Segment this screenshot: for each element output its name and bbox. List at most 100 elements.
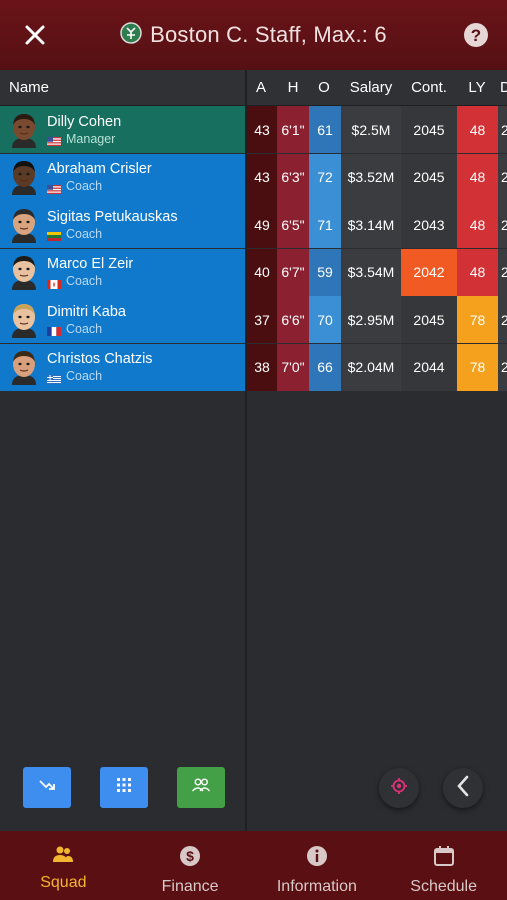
salary-cell: $2.95M xyxy=(341,296,401,343)
stats-row: 43 6'3" 72 $3.52M 2045 48 2 xyxy=(247,153,507,201)
header-title-group: Boston C. Staff, Max.: 6 xyxy=(120,21,387,49)
staff-info: Marco El Zeir Coach xyxy=(47,255,133,289)
age-cell: 43 xyxy=(247,153,277,201)
d-cell: 2 xyxy=(498,106,507,153)
column-d[interactable]: D xyxy=(500,79,507,96)
overall-cell: 66 xyxy=(309,343,341,391)
trend-button[interactable] xyxy=(23,767,71,808)
last-year-cell: 48 xyxy=(457,201,498,248)
staff-name: Sigitas Petukauskas xyxy=(47,208,178,225)
flag-us-icon xyxy=(47,134,61,146)
tab-finance[interactable]: $ Finance xyxy=(127,831,254,900)
contract-cell: 2044 xyxy=(401,343,457,391)
group-icon xyxy=(191,778,211,797)
overall-cell: 61 xyxy=(309,106,341,153)
bottom-tab-bar: Squad $ Finance Information Schedule xyxy=(0,831,507,900)
staff-info: Christos Chatzis Coach xyxy=(47,350,153,384)
last-year-cell: 48 xyxy=(457,248,498,296)
salary-cell: $3.14M xyxy=(341,201,401,248)
salary-cell: $3.54M xyxy=(341,248,401,296)
staff-row[interactable]: Sigitas Petukauskas Coach xyxy=(0,201,245,248)
avatar xyxy=(9,207,39,243)
column-last-year[interactable]: LY xyxy=(468,79,486,96)
height-cell: 6'1" xyxy=(277,106,309,153)
height-cell: 7'0" xyxy=(277,343,309,391)
height-cell: 6'6" xyxy=(277,296,309,343)
role-label: Coach xyxy=(66,226,103,241)
last-year-cell: 48 xyxy=(457,153,498,201)
stats-row: 38 7'0" 66 $2.04M 2044 78 2 xyxy=(247,343,507,391)
staff-name: Marco El Zeir xyxy=(47,256,134,272)
locate-button[interactable] xyxy=(379,768,419,808)
overall-cell: 59 xyxy=(309,248,341,296)
grid-icon xyxy=(117,778,131,797)
tab-label: Squad xyxy=(40,874,87,891)
staff-row[interactable]: Dimitri Kaba Coach xyxy=(0,296,245,343)
staff-info: Abraham Crisler Coach xyxy=(47,160,152,194)
column-age[interactable]: A xyxy=(255,79,266,96)
column-height[interactable]: H xyxy=(287,79,299,96)
column-contract[interactable]: Cont. xyxy=(411,79,447,96)
tab-squad[interactable]: Squad xyxy=(0,831,127,900)
flag-us-icon xyxy=(47,182,61,194)
avatar xyxy=(9,112,39,148)
staff-row[interactable]: Marco El Zeir Coach xyxy=(0,248,245,296)
staff-role: Manager xyxy=(47,131,121,147)
staff-role: Coach xyxy=(47,368,153,384)
d-cell: 2 xyxy=(498,153,507,201)
staff-info: Dilly Cohen Manager xyxy=(47,113,121,147)
staff-row[interactable]: Christos Chatzis Coach xyxy=(0,343,245,391)
last-year-cell: 78 xyxy=(457,343,498,391)
flag-ca-icon xyxy=(47,277,61,289)
staff-info: Sigitas Petukauskas Coach xyxy=(47,208,178,242)
staff-name: Dilly Cohen xyxy=(47,113,122,130)
flag-fr-icon xyxy=(47,324,61,336)
info-icon xyxy=(306,845,328,872)
grid-button[interactable] xyxy=(100,767,148,808)
salary-cell: $2.5M xyxy=(341,106,401,153)
stats-row: 40 6'7" 59 $3.54M 2042 48 2 xyxy=(247,248,507,296)
overall-cell: 72 xyxy=(309,153,341,201)
age-cell: 40 xyxy=(247,248,277,296)
role-label: Coach xyxy=(66,369,103,383)
table-header: Name A H O Salary Cont. LY D xyxy=(0,70,507,106)
column-overall[interactable]: O xyxy=(318,79,330,96)
contract-cell: 2042 xyxy=(401,248,457,296)
staff-role: Coach xyxy=(47,226,178,242)
dollar-icon: $ xyxy=(179,845,201,872)
stats-row: 37 6'6" 70 $2.95M 2045 78 2 xyxy=(247,296,507,343)
d-cell: 2 xyxy=(498,201,507,248)
d-cell: 2 xyxy=(498,248,507,296)
column-salary[interactable]: Salary xyxy=(349,79,393,96)
tab-information[interactable]: Information xyxy=(254,831,381,900)
svg-text:?: ? xyxy=(471,26,481,45)
staff-row[interactable]: Dilly Cohen Manager xyxy=(0,106,245,153)
group-button[interactable] xyxy=(177,767,225,808)
age-cell: 49 xyxy=(247,201,277,248)
column-name[interactable]: Name xyxy=(9,79,50,96)
staff-info: Dimitri Kaba Coach xyxy=(47,303,126,337)
height-cell: 6'5" xyxy=(277,201,309,248)
staff-name: Dimitri Kaba xyxy=(47,303,126,320)
age-cell: 38 xyxy=(247,343,277,391)
panel-divider xyxy=(245,70,247,831)
stats-row: 49 6'5" 71 $3.14M 2043 48 2 xyxy=(247,201,507,248)
last-year-cell: 78 xyxy=(457,296,498,343)
tab-label: Information xyxy=(276,878,357,895)
flag-lt-icon xyxy=(47,229,61,241)
help-icon[interactable]: ? xyxy=(463,22,489,48)
flag-gr-icon xyxy=(47,372,61,384)
avatar xyxy=(9,302,39,338)
trend-arrow-icon xyxy=(38,778,56,797)
staff-role: Coach xyxy=(47,178,152,194)
staff-row[interactable]: Abraham Crisler Coach xyxy=(0,153,245,201)
staff-name: Christos Chatzis xyxy=(47,351,153,367)
target-icon xyxy=(390,777,408,800)
tab-schedule[interactable]: Schedule xyxy=(380,831,507,900)
tab-label: Finance xyxy=(161,878,219,895)
staff-role: Coach xyxy=(47,321,126,337)
collapse-button[interactable] xyxy=(443,768,483,808)
close-icon[interactable] xyxy=(22,22,48,48)
d-cell: 2 xyxy=(498,343,507,391)
overall-cell: 70 xyxy=(309,296,341,343)
